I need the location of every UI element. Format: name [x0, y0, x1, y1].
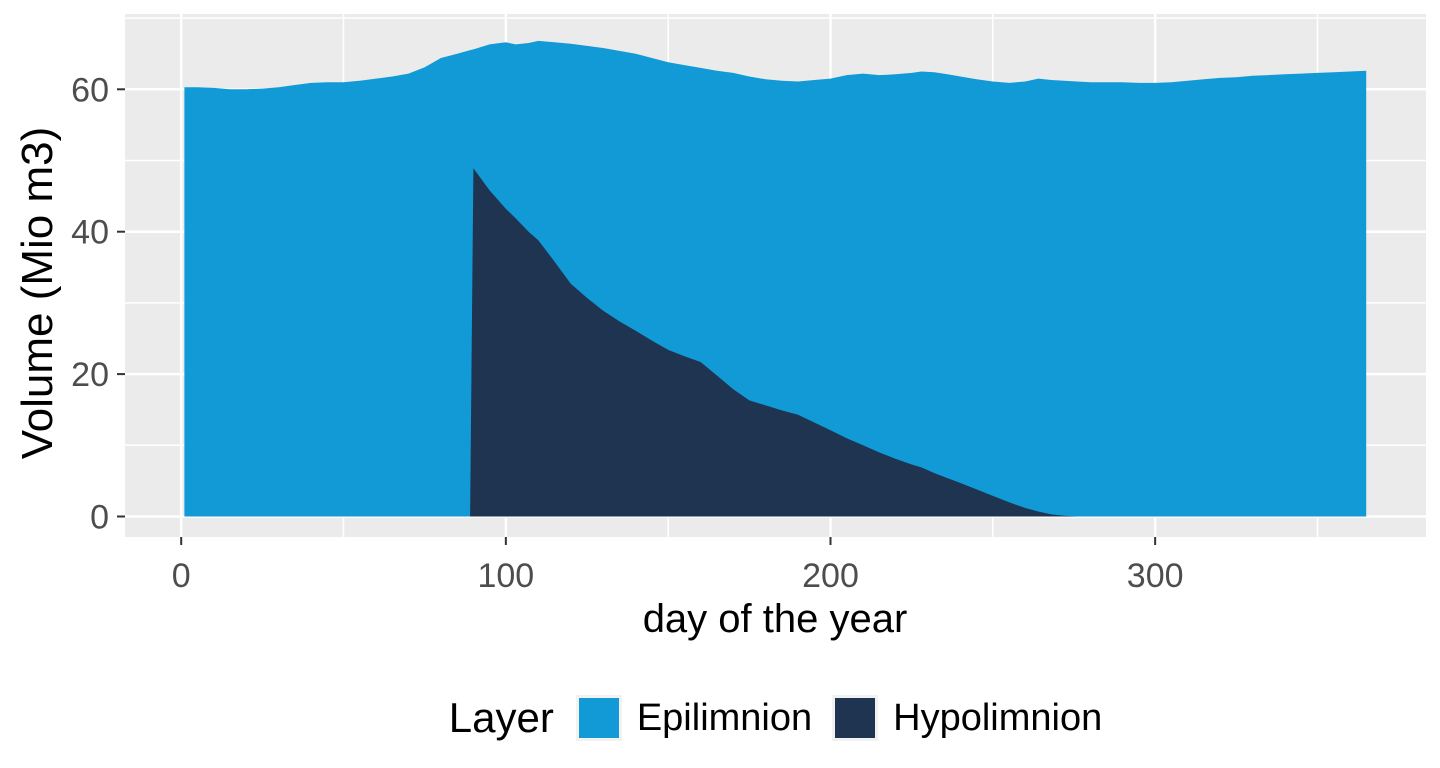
x-axis-title: day of the year — [643, 597, 908, 641]
legend-key — [832, 695, 879, 741]
legend-label-hypolimnion: Hypolimnion — [893, 697, 1103, 739]
epilimnion-swatch-icon — [578, 698, 619, 738]
x-tick-label: 100 — [477, 557, 534, 595]
y-tick-label: 0 — [90, 499, 109, 537]
y-tick-label: 20 — [71, 356, 109, 394]
legend-label-epilimnion: Epilimnion — [636, 697, 813, 739]
stacked-areas — [184, 40, 1367, 517]
legend-key — [575, 695, 622, 741]
legend: Layer Epilimnion Hypolimnion — [125, 691, 1426, 745]
axis-tick-marks — [117, 88, 1157, 545]
x-axis-tick-labels: 0 100 200 300 — [172, 557, 1184, 595]
y-axis-tick-labels: 0 20 40 60 — [71, 71, 109, 536]
x-tick-label: 200 — [802, 557, 859, 595]
y-axis-title: Volume (Mio m3) — [13, 127, 62, 460]
x-tick-label: 0 — [172, 557, 191, 595]
x-tick-label: 300 — [1127, 557, 1184, 595]
area-hypolimnion — [184, 168, 1367, 517]
legend-title: Layer — [448, 694, 554, 741]
y-tick-label: 60 — [71, 71, 109, 109]
y-tick-label: 40 — [71, 214, 109, 252]
legend-item-hypolimnion: Hypolimnion — [832, 695, 1102, 741]
legend-item-epilimnion: Epilimnion — [575, 695, 813, 741]
hypolimnion-swatch-icon — [835, 698, 876, 738]
